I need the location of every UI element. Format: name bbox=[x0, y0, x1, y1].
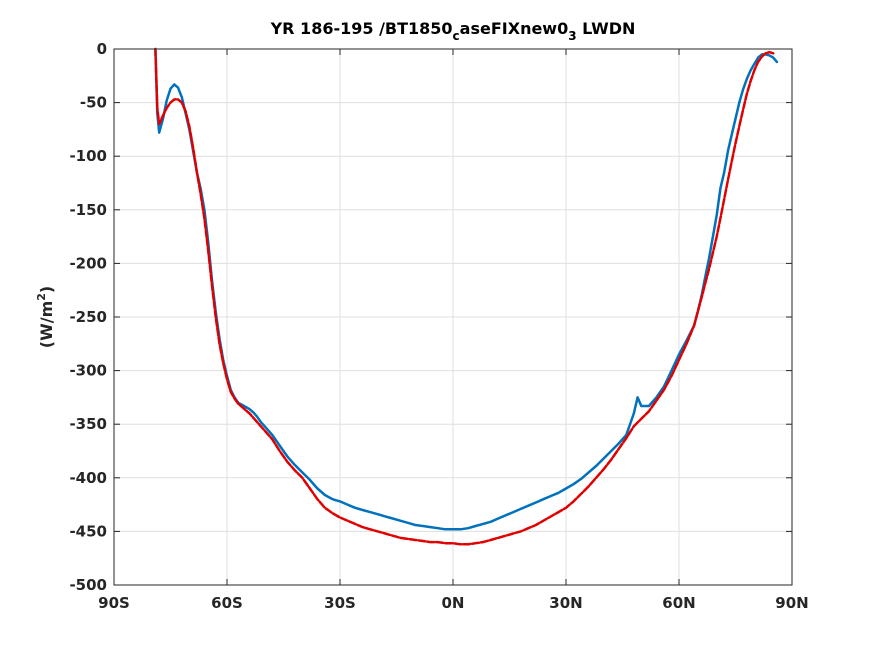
y-tick-label: -350 bbox=[69, 415, 107, 433]
x-tick-labels: 90S 60S 30S 0N 30N 60N 90N bbox=[98, 594, 809, 612]
series-line-red bbox=[154, 47, 775, 546]
x-tick-label: 30N bbox=[549, 594, 582, 612]
title-subscript-2: 3 bbox=[568, 29, 576, 43]
y-tick-label: -50 bbox=[80, 94, 107, 112]
title-suffix: LWDN bbox=[577, 19, 636, 38]
y-axis-label-main: (W/m bbox=[37, 301, 56, 348]
title-prefix: YR 186-195 /BT1850 bbox=[270, 19, 453, 38]
y-axis-label: (W/m2) bbox=[35, 286, 56, 348]
y-tick-labels: 0 -50 -100 -150 -200 -250 -300 -350 -400 -450 -500 bbox=[69, 40, 107, 594]
x-tick-label: 0N bbox=[442, 594, 465, 612]
series-layer bbox=[154, 47, 779, 546]
y-tick-label: -200 bbox=[69, 254, 107, 272]
y-tick-label: -150 bbox=[69, 201, 107, 219]
y-tick-label: -100 bbox=[69, 147, 107, 165]
y-tick-label: -450 bbox=[69, 522, 107, 540]
title-middle: aseFIXnew0 bbox=[460, 19, 569, 38]
x-tick-label: 90S bbox=[98, 594, 130, 612]
chart-title: YR 186-195 /BT1850caseFIXnew03 LWDN bbox=[270, 19, 636, 43]
tick-marks bbox=[113, 48, 793, 586]
x-tick-label: 60N bbox=[662, 594, 695, 612]
x-tick-label: 30S bbox=[324, 594, 356, 612]
y-axis-label-close: ) bbox=[37, 286, 56, 293]
title-subscript-1: c bbox=[453, 29, 460, 43]
y-tick-label: -500 bbox=[69, 576, 107, 594]
x-tick-label: 90N bbox=[775, 594, 808, 612]
y-tick-label: -300 bbox=[69, 362, 107, 380]
y-tick-label: -400 bbox=[69, 469, 107, 487]
x-tick-label: 60S bbox=[211, 594, 243, 612]
y-tick-label: -250 bbox=[69, 308, 107, 326]
y-axis-label-superscript: 2 bbox=[35, 293, 48, 301]
y-tick-label: 0 bbox=[97, 40, 107, 58]
